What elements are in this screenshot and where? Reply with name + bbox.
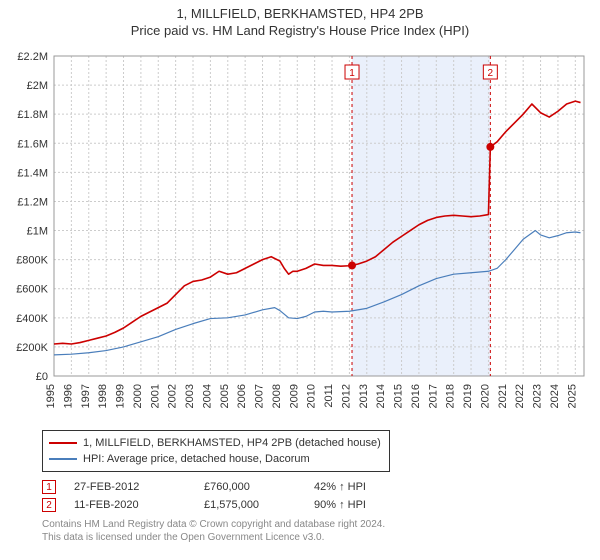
svg-text:1998: 1998 [97, 384, 109, 408]
svg-text:2008: 2008 [271, 384, 283, 408]
event-table: 1 27-FEB-2012£760,00042% ↑ HPI 2 11-FEB-202… [42, 478, 434, 514]
svg-text:£600K: £600K [16, 284, 48, 296]
footer-line2: This data is licensed under the Open Gov… [42, 531, 385, 544]
svg-text:1995: 1995 [45, 384, 57, 408]
footer-attribution: Contains HM Land Registry data © Crown c… [42, 518, 385, 544]
event-row: 1 27-FEB-2012£760,00042% ↑ HPI [42, 478, 434, 496]
footer-line1: Contains HM Land Registry data © Crown c… [42, 518, 385, 531]
svg-text:£2.2M: £2.2M [17, 51, 48, 63]
svg-text:£1.6M: £1.6M [17, 138, 48, 150]
svg-text:£1.4M: £1.4M [17, 167, 48, 179]
svg-text:£400K: £400K [16, 313, 48, 325]
svg-text:1996: 1996 [62, 384, 74, 408]
event-pct: 42% ↑ HPI [314, 481, 434, 493]
svg-text:2020: 2020 [479, 384, 491, 408]
svg-text:2006: 2006 [236, 384, 248, 408]
svg-text:2003: 2003 [184, 384, 196, 408]
svg-text:2014: 2014 [375, 384, 387, 408]
svg-text:2004: 2004 [201, 384, 213, 408]
chart-area: £0 £200K £400K £600K £800K £1M £1.2M £1.4M £1.6M… [0, 46, 600, 426]
event-marker-icon: 1 [42, 480, 56, 494]
svg-text:2015: 2015 [393, 384, 405, 408]
event-date: 11-FEB-2020 [74, 499, 204, 511]
svg-text:2001: 2001 [149, 384, 161, 408]
svg-text:2021: 2021 [497, 384, 509, 408]
svg-text:2010: 2010 [306, 384, 318, 408]
legend-swatch [49, 458, 77, 460]
legend-label: 1, MILLFIELD, BERKHAMSTED, HP4 2PB (deta… [83, 435, 381, 451]
svg-text:2002: 2002 [167, 384, 179, 408]
legend-item: 1, MILLFIELD, BERKHAMSTED, HP4 2PB (deta… [49, 435, 381, 451]
event-pct: 90% ↑ HPI [314, 499, 434, 511]
title-line1: 1, MILLFIELD, BERKHAMSTED, HP4 2PB [0, 6, 600, 21]
svg-text:2018: 2018 [445, 384, 457, 408]
svg-text:2016: 2016 [410, 384, 422, 408]
chart-titles: 1, MILLFIELD, BERKHAMSTED, HP4 2PB Price… [0, 0, 600, 38]
svg-text:£2M: £2M [27, 80, 48, 92]
title-line2: Price paid vs. HM Land Registry's House … [0, 23, 600, 38]
svg-text:2012: 2012 [340, 384, 352, 408]
svg-text:£1M: £1M [27, 226, 48, 238]
legend-swatch [49, 442, 77, 444]
event-marker-icon: 2 [42, 498, 56, 512]
event-price: £1,575,000 [204, 499, 314, 511]
svg-text:1: 1 [349, 68, 355, 79]
legend: 1, MILLFIELD, BERKHAMSTED, HP4 2PB (deta… [42, 430, 390, 472]
event-price: £760,000 [204, 481, 314, 493]
event-date: 27-FEB-2012 [74, 481, 204, 493]
svg-text:2023: 2023 [532, 384, 544, 408]
svg-text:2: 2 [488, 68, 494, 79]
svg-text:1997: 1997 [80, 384, 92, 408]
svg-text:2022: 2022 [514, 384, 526, 408]
svg-text:£200K: £200K [16, 342, 48, 354]
svg-text:£0: £0 [36, 371, 48, 383]
legend-item: HPI: Average price, detached house, Daco… [49, 451, 381, 467]
svg-text:2011: 2011 [323, 384, 335, 408]
line-chart: £0 £200K £400K £600K £800K £1M £1.2M £1.4M £1.6M… [0, 46, 600, 426]
svg-text:2025: 2025 [566, 384, 578, 408]
svg-text:2013: 2013 [358, 384, 370, 408]
svg-text:2000: 2000 [132, 384, 144, 408]
svg-text:2009: 2009 [288, 384, 300, 408]
svg-text:£800K: £800K [16, 255, 48, 267]
svg-text:2007: 2007 [254, 384, 266, 408]
svg-text:2019: 2019 [462, 384, 474, 408]
svg-text:2024: 2024 [549, 384, 561, 408]
svg-text:2017: 2017 [427, 384, 439, 408]
svg-text:£1.8M: £1.8M [17, 109, 48, 121]
svg-text:£1.2M: £1.2M [17, 196, 48, 208]
legend-label: HPI: Average price, detached house, Daco… [83, 451, 310, 467]
svg-text:2005: 2005 [219, 384, 231, 408]
svg-text:1999: 1999 [115, 384, 127, 408]
event-row: 2 11-FEB-2020£1,575,00090% ↑ HPI [42, 496, 434, 514]
